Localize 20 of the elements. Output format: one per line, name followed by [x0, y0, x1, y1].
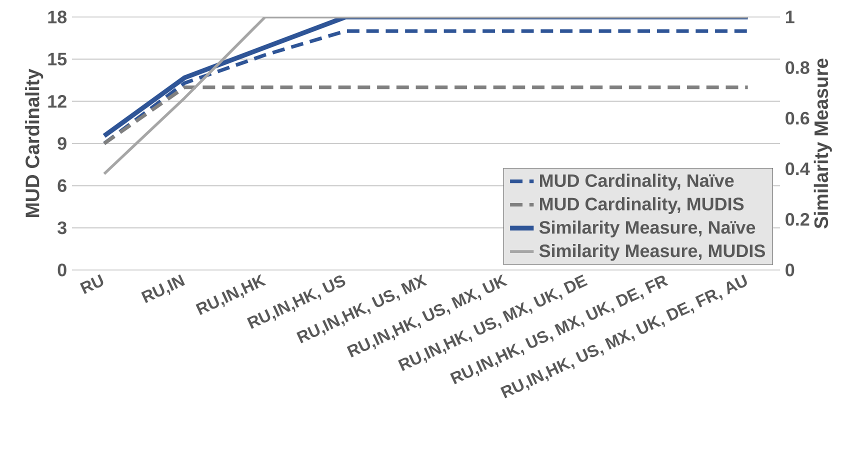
- y-tick-label: 9: [58, 137, 66, 150]
- y2-tick-label: 0.4: [786, 162, 810, 176]
- x-tick-label: RU: [80, 274, 104, 294]
- legend-label: MUD Cardinality, Naïve: [540, 174, 734, 191]
- legend-label: MUD Cardinality, MUDIS: [540, 197, 744, 214]
- y2-tick-label: 0.8: [786, 61, 810, 74]
- y-tick-label: 6: [58, 179, 66, 192]
- y2-axis-title: Similarity Measure: [814, 58, 832, 229]
- y2-tick-label: 0.6: [786, 112, 810, 125]
- y-tick-label: 15: [48, 52, 67, 66]
- y-axis-title: MUD Cardinality: [25, 68, 44, 217]
- y-tick-label: 12: [48, 95, 66, 108]
- legend-label: Similarity Measure, MUDIS: [539, 244, 766, 261]
- y-tick-label: 3: [58, 221, 66, 234]
- y2-tick-label: 0: [786, 264, 794, 276]
- legend-label: Similarity Measure, Naïve: [539, 220, 756, 238]
- y-tick-label: 0: [58, 264, 66, 276]
- y2-tick-label: 0.2: [786, 213, 810, 226]
- y2-tick-label: 1: [786, 10, 794, 24]
- y-tick-label: 18: [48, 10, 67, 24]
